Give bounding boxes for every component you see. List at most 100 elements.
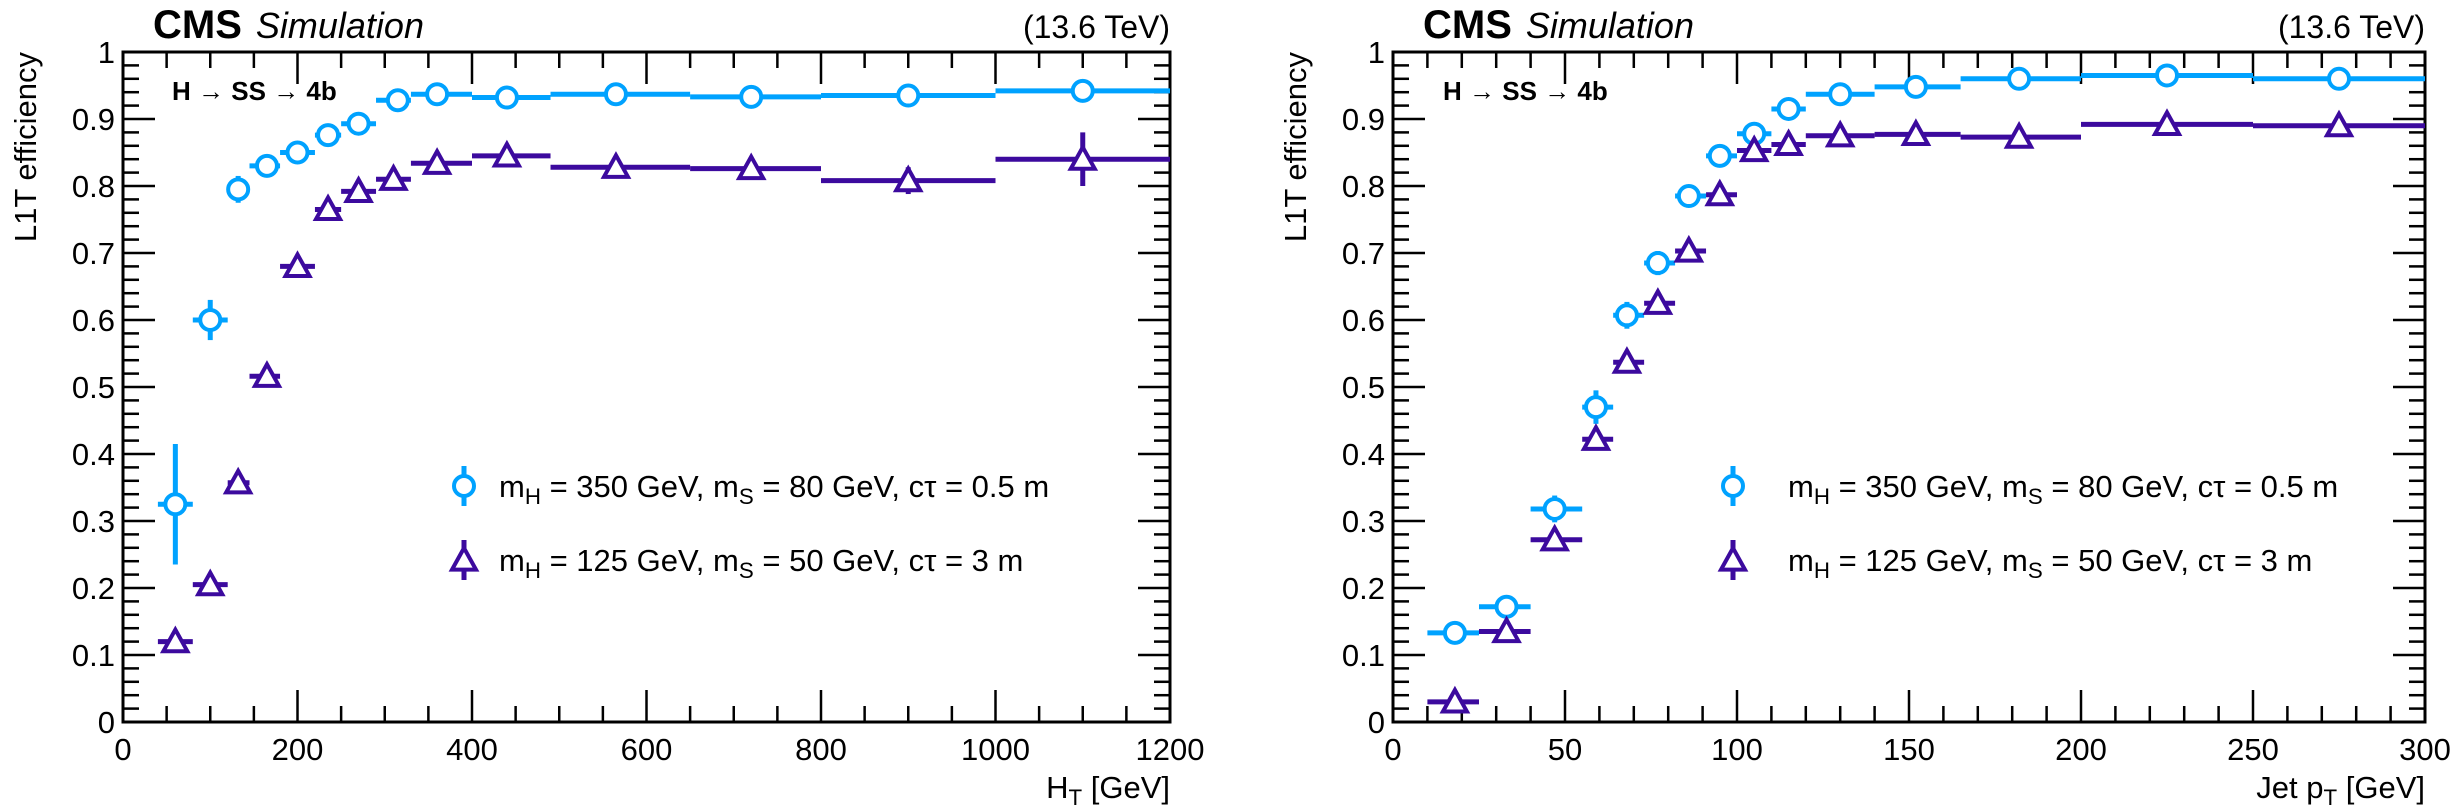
text-segment: = 50 GeV, cτ = 3 m xyxy=(754,543,1024,578)
series-2 xyxy=(157,132,1170,654)
circle-marker xyxy=(198,308,223,332)
text-segment: = 80 GeV, cτ = 0.5 m xyxy=(754,469,1049,504)
triangle-marker xyxy=(1673,234,1705,263)
panel-jet-pt-efficiency: CMS Simulation (13.6 TeV) 0 50 100 150 200 250 30… xyxy=(1278,3,2451,810)
triangle-marker xyxy=(1491,615,1522,644)
circle-marker xyxy=(739,84,764,109)
data-point xyxy=(1642,287,1676,315)
data-point xyxy=(1805,82,1875,107)
data-point xyxy=(1530,495,1583,523)
triangle-marker xyxy=(1704,178,1736,207)
subscript: H xyxy=(525,484,541,509)
data-point xyxy=(1874,74,1961,99)
triangle-marker xyxy=(2323,109,2355,138)
simulation-label: Simulation xyxy=(1526,5,1694,46)
triangle-marker xyxy=(1539,523,1571,552)
x-tick-label: 0 xyxy=(114,732,131,767)
data-point xyxy=(1771,128,1806,157)
data-point xyxy=(995,78,1170,103)
circle-marker xyxy=(1903,74,1928,99)
data-point xyxy=(157,625,193,654)
data-point xyxy=(1960,120,2081,149)
data-point xyxy=(1737,121,1772,146)
subscript: H xyxy=(1814,484,1830,509)
data-point xyxy=(1771,96,1806,121)
x-tick-label: 1200 xyxy=(1136,732,1205,767)
circle-marker xyxy=(1070,78,1095,103)
data-point xyxy=(157,443,193,565)
legend-entry: mH​ = 125 GeV, mS​ = 50 GeV, cτ = 3 m xyxy=(1717,540,2312,583)
subscript: T xyxy=(1068,785,1082,810)
legend-entry: mH​ = 350 GeV, mS​ = 80 GeV, cτ = 0.5 m xyxy=(1721,466,2338,509)
y-tick-label: 0.6 xyxy=(1342,303,1385,338)
circle-marker xyxy=(1645,251,1670,276)
y-tick-label: 0.8 xyxy=(72,169,115,204)
legend-entry: mH​ = 125 GeV, mS​ = 50 GeV, cτ = 3 m xyxy=(448,540,1024,583)
circle-marker xyxy=(163,492,188,517)
y-tick-label: 0.7 xyxy=(72,236,115,271)
data-point xyxy=(1479,615,1531,644)
cms-bold: CMS xyxy=(153,3,242,47)
x-tick-label: 100 xyxy=(1711,732,1763,767)
text-segment: m xyxy=(499,543,525,578)
x-tick-label: 50 xyxy=(1548,732,1582,767)
data-point xyxy=(1737,134,1772,163)
subscript: S xyxy=(739,558,754,583)
x-axis-label: HT​ [GeV] xyxy=(1046,770,1170,810)
triangle-marker xyxy=(1824,119,1856,148)
data-point xyxy=(376,163,411,191)
x-tick-label: 600 xyxy=(621,732,673,767)
data-point xyxy=(1611,346,1645,374)
data-point xyxy=(280,250,315,278)
x-tick-label: 1000 xyxy=(961,732,1030,767)
triangle-marker xyxy=(312,193,344,222)
x-tick-label: 200 xyxy=(2055,732,2107,767)
data-point xyxy=(192,568,228,597)
data-point xyxy=(550,82,691,107)
triangle-marker xyxy=(1738,134,1770,163)
circle-marker xyxy=(1707,143,1732,168)
triangle-marker xyxy=(1773,128,1804,157)
x-tick-label: 400 xyxy=(446,732,498,767)
triangle-marker xyxy=(1900,118,1932,147)
circle-marker xyxy=(316,123,341,148)
circle-marker xyxy=(1676,184,1701,209)
circle-marker xyxy=(346,111,371,136)
triangle-marker xyxy=(1067,143,1099,171)
triangle-marker xyxy=(735,152,767,181)
y-tick-label: 0.9 xyxy=(72,102,115,137)
triangle-marker xyxy=(159,625,191,654)
x-tick-label: 0 xyxy=(1384,732,1401,767)
simulation-label: Simulation xyxy=(256,5,424,46)
triangle-marker xyxy=(421,147,453,175)
data-point xyxy=(690,152,821,181)
circle-marker xyxy=(425,82,450,107)
y-tick-label: 0.9 xyxy=(1342,102,1385,137)
y-tick-label: 0.3 xyxy=(1342,504,1385,539)
circle-marker xyxy=(1542,496,1567,521)
data-point xyxy=(222,466,254,495)
triangle-marker xyxy=(343,175,374,203)
data-point xyxy=(2081,63,2253,88)
data-point xyxy=(1673,234,1707,263)
y-tick-label: 0.7 xyxy=(1342,236,1385,271)
data-point xyxy=(1706,143,1737,168)
data-point xyxy=(1874,118,1961,147)
circle-marker xyxy=(494,85,519,110)
data-point xyxy=(1704,178,1737,207)
y-axis-label: L1T efficiency xyxy=(8,52,43,243)
triangle-marker xyxy=(892,164,924,193)
process-annotation: H → SS → 4b xyxy=(1443,76,1608,106)
circle-marker xyxy=(1494,594,1519,619)
data-point xyxy=(1644,250,1676,276)
energy-label: (13.6 TeV) xyxy=(1023,9,1170,45)
series-2 xyxy=(1427,108,2425,714)
x-axis-label: Jet pT​ [GeV] xyxy=(2256,770,2425,810)
text-segment: = 125 GeV, m xyxy=(1830,543,2028,578)
cms-bold: CMS xyxy=(1423,3,1512,47)
data-point xyxy=(410,82,472,107)
x-tick-label: 150 xyxy=(1883,732,1935,767)
series-1 xyxy=(1427,63,2425,645)
circle-marker xyxy=(2007,66,2032,91)
data-point xyxy=(1613,301,1645,329)
